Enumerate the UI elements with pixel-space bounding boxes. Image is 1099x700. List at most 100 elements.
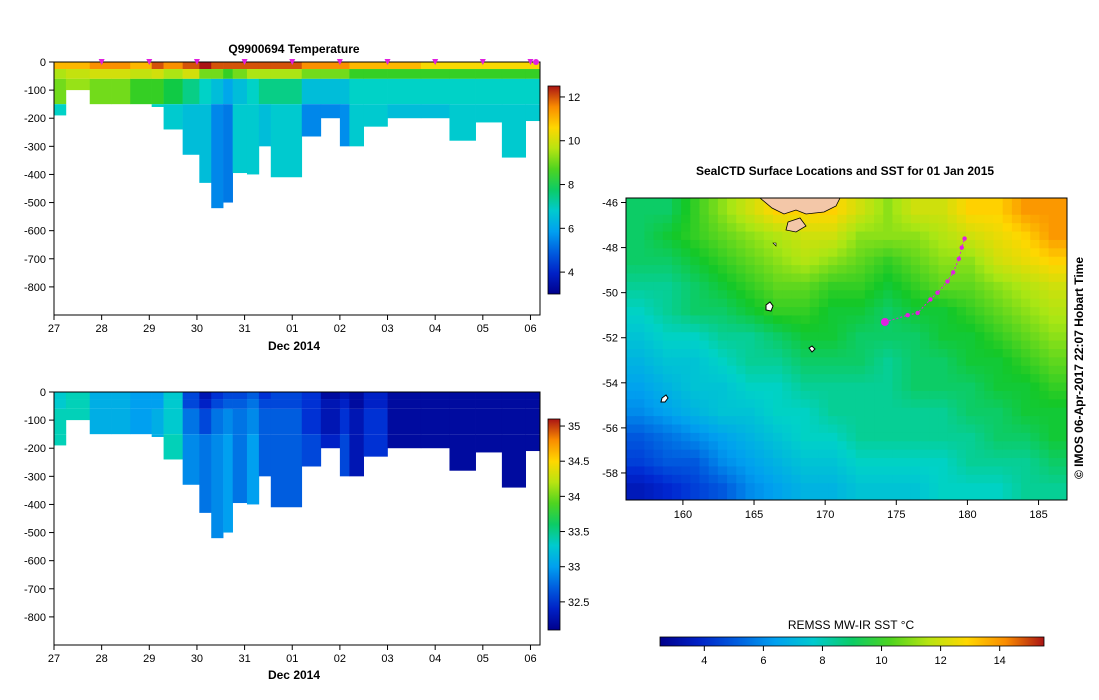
- sst-cell: [920, 340, 930, 350]
- sst-cell: [708, 424, 719, 434]
- sst-cell: [763, 416, 774, 425]
- sst-cell: [653, 231, 664, 241]
- sst-cell: [864, 449, 875, 459]
- sst-cell: [965, 273, 976, 283]
- sst-colorbar: [659, 636, 1045, 647]
- sst-cell: [993, 474, 1004, 484]
- sst-cell: [818, 315, 829, 325]
- sst-cell: [690, 407, 700, 417]
- sst-cell: [635, 265, 645, 274]
- sst-colorbar-ticks: 4 6 8 10 12 14: [701, 646, 1006, 667]
- sst-cell: [699, 483, 710, 493]
- sst-cell: [920, 416, 930, 425]
- sst-cell: [809, 399, 820, 409]
- sst-cell: [828, 332, 838, 342]
- sst-cell: [745, 198, 756, 207]
- sst-cell: [736, 315, 746, 325]
- sst-cell: [690, 365, 700, 375]
- sst-cell: [644, 206, 655, 216]
- sst-cell: [644, 458, 655, 467]
- sst-cell: [965, 357, 976, 367]
- sst-cell: [993, 239, 1004, 249]
- sst-cell: [754, 290, 765, 300]
- sst-cell: [938, 474, 949, 484]
- lon-tick-label: 160: [674, 509, 692, 521]
- sst-cell: [782, 374, 792, 384]
- sst-cell: [818, 458, 829, 467]
- sst-cell: [773, 458, 783, 467]
- sst-cell: [828, 340, 838, 350]
- sst-cell: [846, 466, 857, 476]
- sst-cell: [690, 449, 700, 459]
- sst-cell: [883, 307, 893, 316]
- sst-cell: [773, 390, 783, 400]
- profile-cell: [246, 399, 260, 409]
- sst-cell: [635, 399, 645, 409]
- sst-cell: [727, 349, 737, 358]
- sst-cell: [855, 239, 866, 249]
- sst-cell: [809, 349, 820, 358]
- profile-cell: [270, 62, 303, 70]
- sst-cell: [828, 424, 838, 434]
- sst-cell: [837, 298, 847, 308]
- temperature-x-label: Dec 2014: [268, 339, 320, 353]
- sst-cell: [782, 365, 792, 375]
- sst-cell: [662, 340, 673, 350]
- sst-cell: [644, 281, 655, 291]
- profile-cell: [258, 69, 272, 79]
- sst-cell: [818, 239, 829, 249]
- sst-cell: [846, 458, 857, 467]
- sst-cell: [864, 273, 875, 283]
- sst-cell: [818, 265, 829, 274]
- sst-cell: [809, 223, 820, 233]
- sst-cell: [938, 407, 949, 417]
- sst-cell: [653, 382, 664, 392]
- profile-cell: [182, 104, 200, 155]
- sst-cell: [947, 382, 958, 392]
- sst-cell: [736, 441, 746, 451]
- sst-cell: [828, 407, 838, 417]
- sst-cell: [690, 474, 700, 484]
- sst-cell: [837, 491, 847, 501]
- sst-cell: [901, 390, 912, 400]
- sst-cell: [717, 198, 728, 207]
- sst-cell: [864, 315, 875, 325]
- sst-cell: [874, 290, 884, 300]
- sst-cell: [1039, 298, 1050, 308]
- sst-cell: [653, 265, 664, 274]
- sst-cell: [984, 231, 994, 241]
- sst-cell: [662, 256, 673, 266]
- sst-cell: [708, 483, 719, 493]
- sst-cell: [754, 416, 765, 425]
- sst-cell: [883, 466, 893, 476]
- sst-cell: [864, 491, 875, 501]
- sst-cell: [717, 458, 728, 467]
- sst-cell: [662, 365, 673, 375]
- y-tick-label: -200: [24, 443, 46, 455]
- sst-cell: [763, 441, 774, 451]
- sst-cell: [929, 365, 939, 375]
- profile-cell: [475, 399, 503, 409]
- profile-cell: [420, 399, 450, 409]
- profile-cell: [111, 69, 131, 79]
- sst-cell: [653, 256, 664, 266]
- sst-cell: [635, 332, 645, 342]
- sst-cell: [662, 298, 673, 308]
- sst-cell: [1030, 365, 1040, 375]
- profile-cell: [223, 434, 233, 533]
- sst-cell: [910, 407, 921, 417]
- sst-cell: [1030, 483, 1040, 493]
- sst-cell: [1002, 315, 1013, 325]
- sst-cell: [745, 273, 756, 283]
- profile-cell: [182, 62, 200, 70]
- profile-cell: [246, 69, 260, 79]
- sst-cell: [809, 449, 820, 459]
- sst-cell: [626, 424, 636, 434]
- sst-cell: [671, 298, 682, 308]
- sst-cell: [727, 281, 737, 291]
- sst-cell: [837, 357, 847, 367]
- sst-cell: [745, 399, 756, 409]
- sst-cell: [1048, 390, 1059, 400]
- sst-cell: [653, 223, 664, 233]
- sst-cell: [846, 323, 857, 333]
